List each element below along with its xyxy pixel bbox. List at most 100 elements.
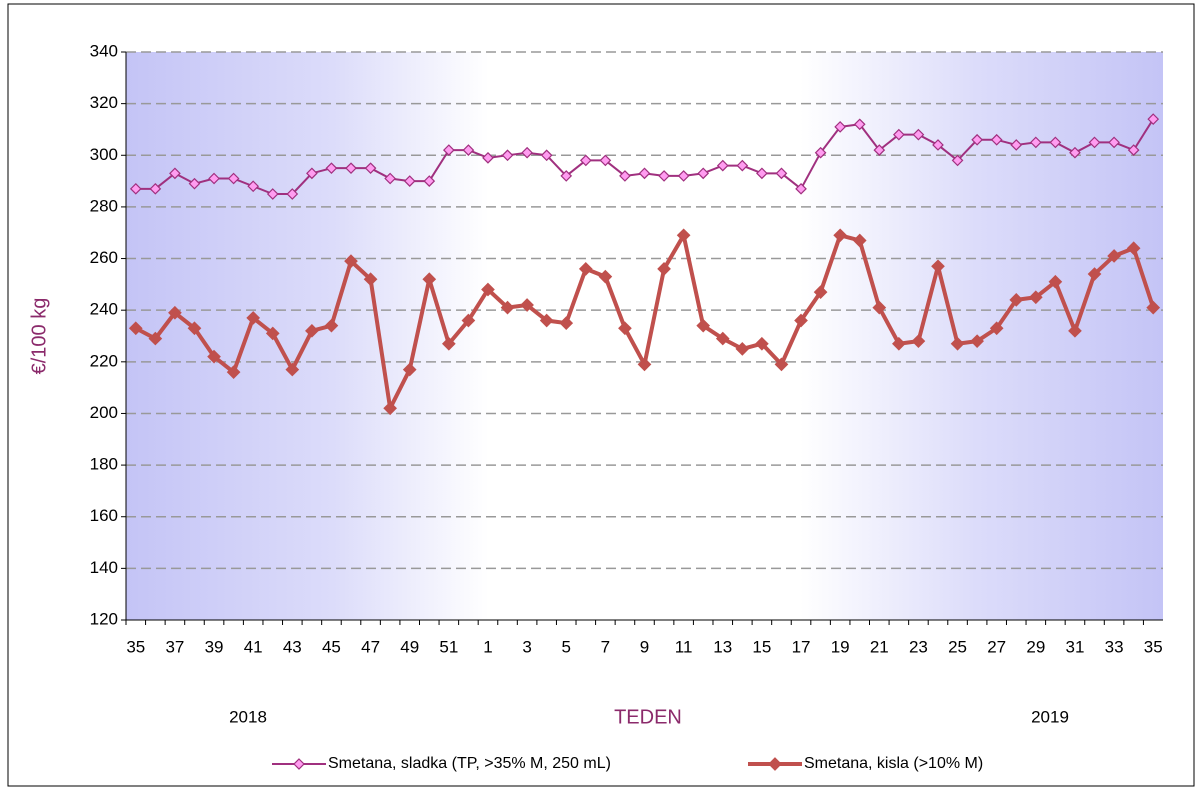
- marker: [1049, 136, 1062, 149]
- marker: [853, 118, 866, 131]
- marker: [814, 146, 827, 159]
- marker: [775, 167, 788, 180]
- marker: [501, 149, 514, 162]
- marker: [1127, 144, 1140, 156]
- marker: [755, 336, 769, 351]
- marker: [716, 159, 729, 172]
- marker: [579, 154, 592, 167]
- marker: [305, 323, 319, 338]
- marker: [384, 172, 396, 185]
- y-tick-label: 200: [90, 403, 118, 422]
- marker: [618, 321, 632, 336]
- marker: [971, 133, 983, 146]
- marker: [852, 233, 867, 248]
- marker: [539, 313, 554, 328]
- marker: [325, 162, 338, 175]
- y-tick-label: 140: [90, 558, 118, 577]
- x-tick-label: 23: [909, 637, 928, 656]
- marker: [834, 121, 847, 133]
- marker: [795, 182, 807, 195]
- marker: [697, 167, 710, 180]
- x-tick-label: 31: [1065, 637, 1084, 656]
- marker: [657, 262, 671, 276]
- marker: [736, 159, 749, 172]
- marker: [951, 154, 964, 167]
- marker: [500, 300, 515, 315]
- marker: [1088, 136, 1101, 149]
- marker: [715, 331, 730, 346]
- annotation: 2018: [229, 707, 267, 726]
- marker: [598, 269, 613, 284]
- marker: [462, 144, 475, 156]
- marker: [344, 254, 358, 268]
- marker: [247, 180, 260, 193]
- x-tick-label: 47: [361, 637, 380, 656]
- x-tick-label: 21: [870, 637, 889, 656]
- x-tick-label: 35: [126, 637, 145, 656]
- x-tick-label: 49: [400, 637, 419, 656]
- marker: [1107, 249, 1121, 263]
- marker: [872, 300, 887, 315]
- marker: [1009, 293, 1024, 307]
- marker: [990, 133, 1003, 146]
- marker: [265, 326, 280, 341]
- marker: [402, 362, 417, 377]
- marker: [188, 177, 201, 190]
- marker: [578, 262, 593, 276]
- legend-marker: [768, 757, 782, 771]
- marker: [677, 170, 690, 182]
- y-tick-label: 180: [90, 455, 118, 474]
- marker: [637, 357, 652, 372]
- marker: [696, 318, 711, 333]
- legend-label: Smetana, sladka (TP, >35% M, 250 mL): [328, 755, 611, 772]
- marker: [756, 167, 768, 180]
- y-tick-label: 160: [90, 506, 118, 525]
- marker: [950, 336, 965, 351]
- marker: [1048, 274, 1063, 289]
- marker: [1147, 113, 1160, 125]
- marker: [1029, 136, 1042, 149]
- marker: [442, 144, 455, 156]
- marker: [149, 182, 162, 195]
- marker: [423, 175, 436, 187]
- y-tick-label: 260: [90, 248, 118, 267]
- marker: [540, 149, 553, 162]
- x-tick-label: 13: [713, 637, 732, 656]
- x-tick-label: 11: [675, 637, 693, 656]
- x-tick-label: 45: [322, 637, 341, 656]
- marker: [932, 139, 944, 151]
- marker: [148, 331, 163, 346]
- marker: [893, 128, 905, 141]
- marker: [364, 162, 377, 175]
- x-tick-label: 15: [752, 637, 771, 656]
- marker: [1028, 290, 1043, 305]
- y-tick-label: 280: [90, 196, 118, 215]
- marker: [833, 228, 848, 243]
- x-tick-label: 5: [562, 637, 571, 656]
- marker: [676, 228, 691, 243]
- marker: [521, 146, 533, 159]
- annotation: 2019: [1031, 707, 1069, 726]
- marker: [481, 282, 495, 297]
- marker: [345, 162, 357, 175]
- y-tick-label: 220: [90, 351, 118, 370]
- marker: [208, 172, 220, 185]
- marker: [363, 272, 378, 287]
- marker: [1087, 267, 1102, 281]
- marker: [422, 272, 437, 287]
- marker: [559, 316, 574, 330]
- marker: [638, 167, 651, 180]
- marker: [403, 175, 416, 187]
- marker: [482, 152, 494, 164]
- marker: [461, 313, 476, 328]
- marker: [207, 349, 221, 364]
- plot-area: [126, 52, 1163, 620]
- x-tick-label: 37: [165, 637, 184, 656]
- marker: [285, 362, 300, 377]
- x-tick-label: 27: [987, 637, 1006, 656]
- marker: [989, 321, 1004, 336]
- marker: [911, 334, 926, 349]
- legend-label: Smetana, kisla (>10% M): [804, 755, 983, 772]
- marker: [168, 305, 182, 320]
- marker: [383, 401, 397, 416]
